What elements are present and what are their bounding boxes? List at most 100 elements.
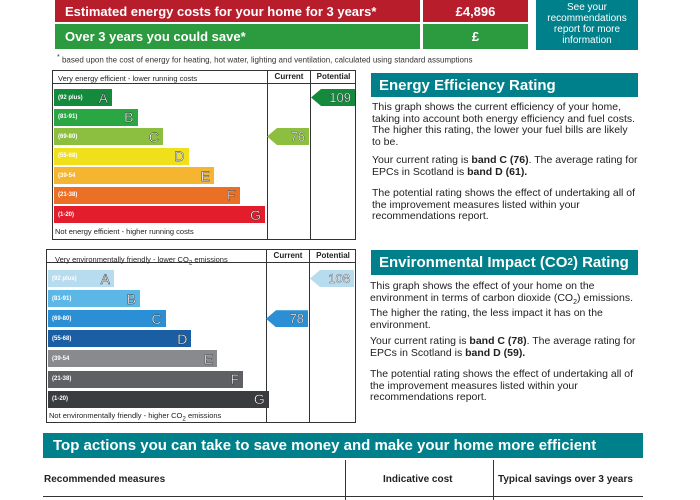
env-top-text-post: emissions (192, 255, 228, 264)
chart-header-line (47, 262, 355, 263)
band-d-bar: (55-68) D (54, 147, 189, 165)
band-letter: B (126, 290, 136, 307)
energy-cost-row: Estimated energy costs for your home for… (55, 0, 530, 22)
see-line-4: information (562, 35, 612, 46)
band-c-bar: (69-80) C (54, 128, 163, 145)
col-indicative-cost: Indicative cost (383, 474, 453, 485)
band-letter: C (151, 310, 162, 327)
band-letter: E (203, 350, 214, 367)
efficiency-para-3: The potential rating shows the effect of… (372, 187, 636, 222)
potential-col-divider (310, 71, 311, 239)
savings-label: Over 3 years you could save* (55, 24, 420, 49)
env-bottom-text-post: emissions (185, 411, 222, 420)
eff-p2-current: band C (76) (471, 154, 529, 166)
actions-table-divider-2 (493, 460, 494, 500)
band-letter: C (148, 128, 160, 145)
current-col-divider (266, 250, 267, 422)
col-potential-header: Potential (316, 251, 350, 260)
eff-p2-average: band D (61). (467, 165, 528, 178)
energy-efficiency-chart: Current Potential Very energy efficient … (52, 70, 356, 240)
current-col-divider (267, 71, 268, 239)
imp-p1-pre: This graph shows the effect of your home… (370, 280, 595, 304)
band-e-bar: (39-54 E (48, 350, 218, 368)
imp-p2-mid: . The average rating for EPCs in Scotlan… (370, 335, 636, 359)
imp-p2-current: band C (78) (469, 335, 527, 347)
chart-header-line (53, 83, 355, 84)
energy-potential-arrow: 109 (311, 89, 355, 106)
impact-para-3: The potential rating shows the effect of… (370, 368, 634, 403)
band-f-bar: (21-38) F (48, 370, 243, 388)
impact-panel-title: Environmental Impact (CO 2) Rating (371, 250, 638, 275)
eff-p2-mid: . The average rating for EPCs in Scotlan… (372, 154, 638, 178)
potential-col-divider (309, 250, 310, 422)
env-bottom-text-pre: Not environmentally friendly - higher CO (49, 411, 183, 420)
impact-title-pre: Environmental Impact (CO (379, 254, 568, 271)
band-b-bar: (81-91) B (54, 108, 138, 126)
band-letter: G (250, 206, 261, 223)
band-range: (55-68) (52, 335, 72, 342)
band-a-bar: (92 plus) A (54, 89, 112, 106)
see-recommendations-box: See your recommendations report for more… (536, 0, 638, 50)
band-a-bar: (92 plus) A (48, 270, 114, 287)
band-letter: A (98, 89, 108, 106)
band-letter: D (174, 148, 185, 164)
env-bottom-text-sub: 2 (182, 415, 186, 423)
band-range: (1-20) (58, 211, 75, 218)
band-letter: D (177, 330, 188, 347)
actions-table-rule (43, 496, 643, 497)
eff-p2-pre: Your current rating is (372, 154, 472, 166)
band-range: (39-54 (52, 355, 70, 362)
energy-cost-label: Estimated energy costs for your home for… (55, 0, 420, 22)
col-current-header: Current (273, 251, 303, 260)
imp-p1-post: ) emissions. The higher the rating, the … (370, 291, 634, 331)
env-top-text: Very environmentally friendly - lower CO… (55, 255, 228, 267)
band-range: (92 plus) (52, 275, 77, 282)
band-letter: F (230, 371, 239, 387)
band-c-bar: (69-80) C (48, 310, 166, 328)
energy-cost-value: £4,896 (423, 0, 528, 22)
band-letter: E (200, 167, 210, 184)
col-potential-header: Potential (316, 72, 351, 81)
band-f-bar: (21-38) F (54, 186, 240, 204)
band-range: (1-20) (52, 396, 69, 403)
impact-title-sub: 2 (567, 257, 573, 268)
band-letter: F (226, 187, 236, 203)
band-letter: G (253, 391, 265, 408)
footnote-star: * (57, 54, 60, 61)
imp-p2-average: band D (59). (465, 346, 526, 359)
band-d-bar: (55-68) D (48, 330, 192, 348)
band-range: (39-54 (58, 172, 76, 179)
energy-bottom-text: Not energy efficient - higher running co… (55, 227, 194, 236)
band-letter: B (124, 109, 134, 125)
env-current-value: 78 (289, 311, 304, 327)
env-top-text-sub: 2 (188, 259, 193, 267)
band-range: (81-91) (52, 295, 72, 302)
band-range: (21-38) (52, 376, 72, 382)
see-line-1: See your (566, 2, 608, 13)
band-range: (69-80) (58, 133, 78, 140)
env-potential-value: 108 (328, 271, 350, 286)
footnote-text: based upon the cost of energy for heatin… (61, 55, 473, 65)
imp-p2-pre: Your current rating is (370, 335, 470, 347)
energy-potential-value: 109 (329, 90, 351, 105)
band-g-bar: (1-20) G (48, 390, 269, 408)
impact-title-post: ) Rating (572, 254, 629, 271)
environmental-impact-chart: Current Potential Very environmentally f… (46, 249, 356, 423)
band-range: (21-38) (58, 192, 78, 198)
band-e-bar: (39-54 E (54, 167, 214, 184)
band-range: (69-80) (52, 315, 72, 322)
see-line-2: recommendations (547, 13, 627, 24)
env-bottom-text: Not environmentally friendly - higher CO… (49, 411, 221, 423)
savings-row: Over 3 years you could save* £ (55, 24, 530, 49)
impact-para-2: Your current rating is band C (78). The … (370, 335, 638, 359)
env-top-text-pre: Very environmentally friendly - lower CO (55, 255, 189, 264)
band-b-bar: (81-91) B (48, 290, 140, 308)
env-current-arrow: 78 (266, 310, 308, 328)
imp-p1-sub: 2 (573, 298, 577, 306)
band-letter: A (100, 270, 110, 287)
cost-footnote: * based upon the cost of energy for heat… (57, 54, 472, 65)
top-actions-title: Top actions you can take to save money a… (43, 433, 643, 458)
energy-current-value: 76 (290, 129, 305, 144)
col-recommended-measures: Recommended measures (44, 474, 166, 485)
actions-table-divider-1 (345, 460, 346, 500)
